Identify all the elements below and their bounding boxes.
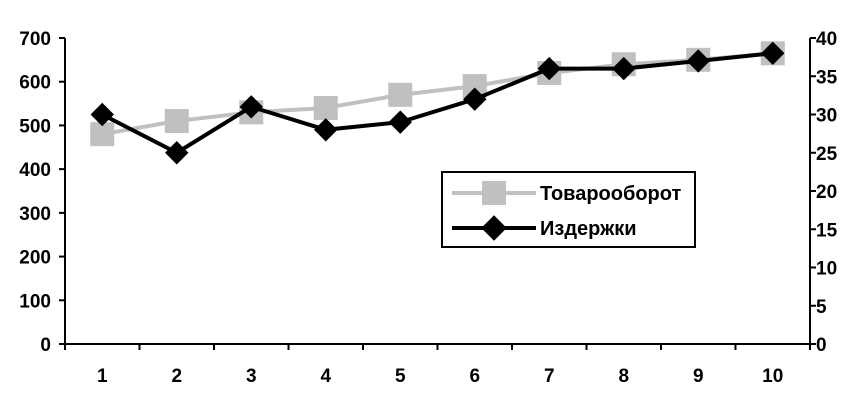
y-right-tick-label: 25 [816, 144, 838, 165]
legend-marker-turnover [482, 181, 506, 205]
data-point-2 [165, 141, 189, 165]
y-left-tick-label: 400 [19, 160, 51, 181]
series-layer [90, 41, 785, 165]
data-point-2 [239, 95, 263, 119]
y-right-tick-label: 35 [816, 67, 838, 88]
data-point-1 [313, 95, 338, 120]
data-point-2 [537, 56, 561, 81]
data-point-2 [388, 110, 412, 134]
y-left-tick-label: 700 [19, 29, 51, 50]
y-left-tick-label: 600 [19, 73, 51, 94]
x-tick-label: 2 [171, 366, 182, 387]
series-line-2 [101, 51, 773, 155]
data-point-1 [90, 122, 115, 147]
data-point-2 [463, 87, 487, 111]
y-right-tick-label: 0 [816, 335, 827, 356]
y-left-tick-label: 0 [40, 335, 51, 356]
y-right-tick-label: 10 [816, 259, 837, 280]
x-tick-label: 1 [97, 366, 108, 387]
y-right-tick-label: 15 [816, 220, 838, 241]
data-point-1 [164, 109, 189, 134]
legend-marker-costs [481, 215, 507, 241]
y-left-tick-label: 100 [19, 291, 51, 312]
data-point-2 [90, 102, 114, 127]
x-tick-label: 7 [544, 366, 555, 387]
y-left-tick-label: 500 [19, 116, 51, 137]
legend: Товарооборот Издержки [441, 171, 696, 248]
y-left-tick-label: 200 [19, 248, 51, 269]
data-point-2 [686, 49, 710, 73]
data-point-1 [388, 82, 413, 107]
y-right-tick-label: 40 [816, 29, 837, 50]
y-right-tick-label: 30 [816, 106, 837, 127]
x-tick-label: 6 [469, 366, 480, 387]
x-tick-label: 10 [762, 366, 783, 387]
legend-label-costs: Издержки [540, 218, 637, 240]
series-line-1 [101, 51, 773, 137]
x-tick-label: 8 [618, 366, 629, 387]
data-point-2 [612, 56, 636, 81]
x-tick-label: 9 [693, 366, 704, 387]
x-tick-label: 4 [320, 366, 331, 387]
data-point-2 [314, 118, 338, 142]
y-right-tick-label: 20 [816, 182, 837, 203]
y-left-tick-label: 300 [19, 204, 51, 225]
x-tick-label: 5 [395, 366, 406, 387]
data-point-2 [761, 41, 785, 66]
x-tick-label: 3 [246, 366, 257, 387]
y-right-tick-label: 5 [816, 297, 827, 318]
legend-label-turnover: Товарооборот [540, 183, 681, 205]
